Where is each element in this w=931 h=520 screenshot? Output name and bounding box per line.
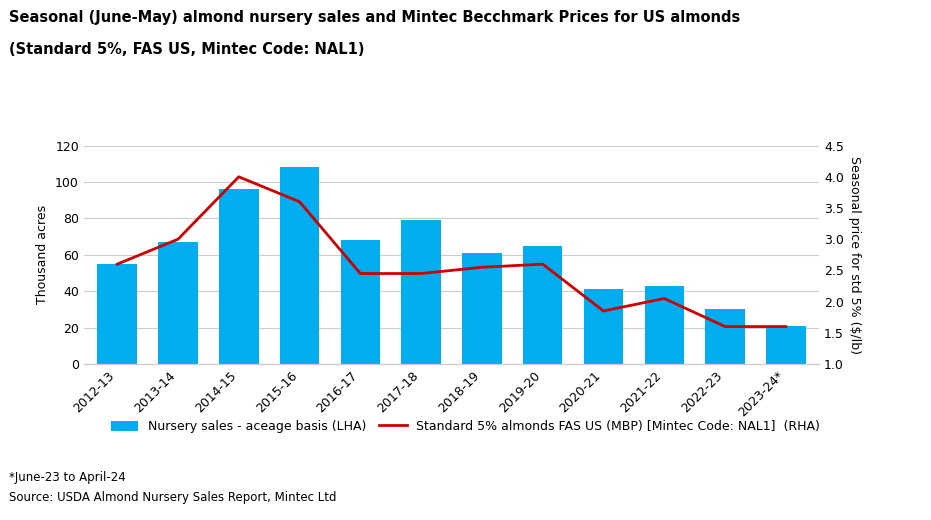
Bar [401,220,441,364]
Text: Seasonal (June-May) almond nursery sales and Mintec Becchmark Prices for US almo: Seasonal (June-May) almond nursery sales… [9,10,740,25]
Text: (Standard 5%, FAS US, Mintec Code: NAL1): (Standard 5%, FAS US, Mintec Code: NAL1) [9,42,365,57]
Bar [341,240,380,364]
Y-axis label: Seasonal price for std 5% ($/lb): Seasonal price for std 5% ($/lb) [848,156,860,354]
Bar [219,189,259,364]
Text: Source: USDA Almond Nursery Sales Report, Mintec Ltd: Source: USDA Almond Nursery Sales Report… [9,491,337,504]
Bar [766,326,805,364]
Text: *June-23 to April-24: *June-23 to April-24 [9,471,126,484]
Y-axis label: Thousand acres: Thousand acres [36,205,49,304]
Bar [462,253,502,364]
Legend: Nursery sales - aceage basis (LHA), Standard 5% almonds FAS US (MBP) [Mintec Cod: Nursery sales - aceage basis (LHA), Stan… [111,420,820,433]
Bar [280,167,319,364]
Bar [98,264,137,364]
Bar [158,242,197,364]
Bar [706,309,745,364]
Bar [523,246,562,364]
Bar [584,289,623,364]
Bar [644,286,684,364]
